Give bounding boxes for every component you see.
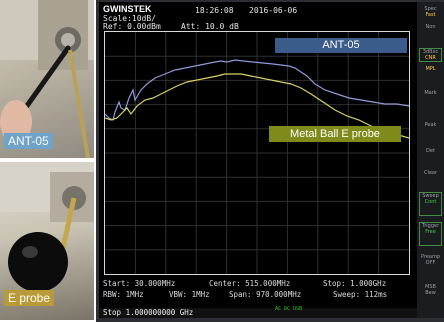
span-readout: Span: 970.000MHz [229,290,302,299]
stop-entry-field[interactable]: Stop 1.000000000 GHz [103,308,194,317]
sweep-readout: Sweep: 112ms [333,290,388,299]
softkey-det[interactable]: Det [426,148,435,154]
clock-date: 2016-06-06 [249,6,298,15]
analyzer-screen: GWINSTEK Scale:10dB/ Ref: 0.00dBm Att: 1… [99,2,417,318]
vbw-readout: VBW: 1MHz [169,290,210,299]
antenna-trace-label: ANT-05 [275,38,407,53]
spectrum-plot: ANT-05 Metal Ball E probe [104,31,410,275]
antenna-photo-label: ANT-05 [4,133,53,149]
e-probe-photo-label: E probe [4,290,55,306]
rbw-readout: RBW: 1MHz [103,290,144,299]
attenuation-readout: Att: 10.0 dB [181,22,239,31]
clock-time: 18:26:08 [195,6,234,15]
ref-level-readout: Ref: 0.00dBm [103,22,161,31]
brand-logo: GWINSTEK [103,4,152,14]
soft-key-menu: Spec Fast Non 3dBxc CNR MPL Mark Peak De… [417,2,444,318]
usb-indicator: AC DC USB [275,306,303,312]
softkey-mpl[interactable]: MPL [425,66,436,72]
scale-readout: Scale:10dB/ [103,14,156,23]
softkey-preamp[interactable]: Preamp OFF [420,254,441,266]
antenna-trace [104,59,410,121]
softkey-3db[interactable]: 3dBxc CNR [419,48,442,62]
e-probe-trace-label: Metal Ball E probe [269,126,401,142]
softkey-trigger[interactable]: Trigger Free [419,222,442,246]
softkey-spec[interactable]: Spec Fast [424,6,437,18]
stop-frequency: Stop: 1.000GHz [323,279,387,288]
softkey-clear[interactable]: Clear [423,170,438,176]
softkey-mark[interactable]: Mark [424,90,437,96]
softkey-msb[interactable]: MSB Bew [425,284,436,296]
center-frequency: Center: 515.000MHz [209,279,291,288]
graticule [105,32,409,274]
spectrum-graph [104,32,410,274]
softkey-non[interactable]: Non [425,24,436,30]
start-frequency: Start: 30.000MHz [103,279,176,288]
softkey-sweep[interactable]: Sweep Cont [419,192,442,216]
e-probe-trace [104,73,410,139]
status-bar [99,308,417,318]
antenna-photo: ANT-05 [0,0,94,158]
softkey-peak[interactable]: Peak [424,122,437,128]
e-probe-photo-illustration [0,162,94,292]
e-probe-photo: E probe [0,162,94,320]
